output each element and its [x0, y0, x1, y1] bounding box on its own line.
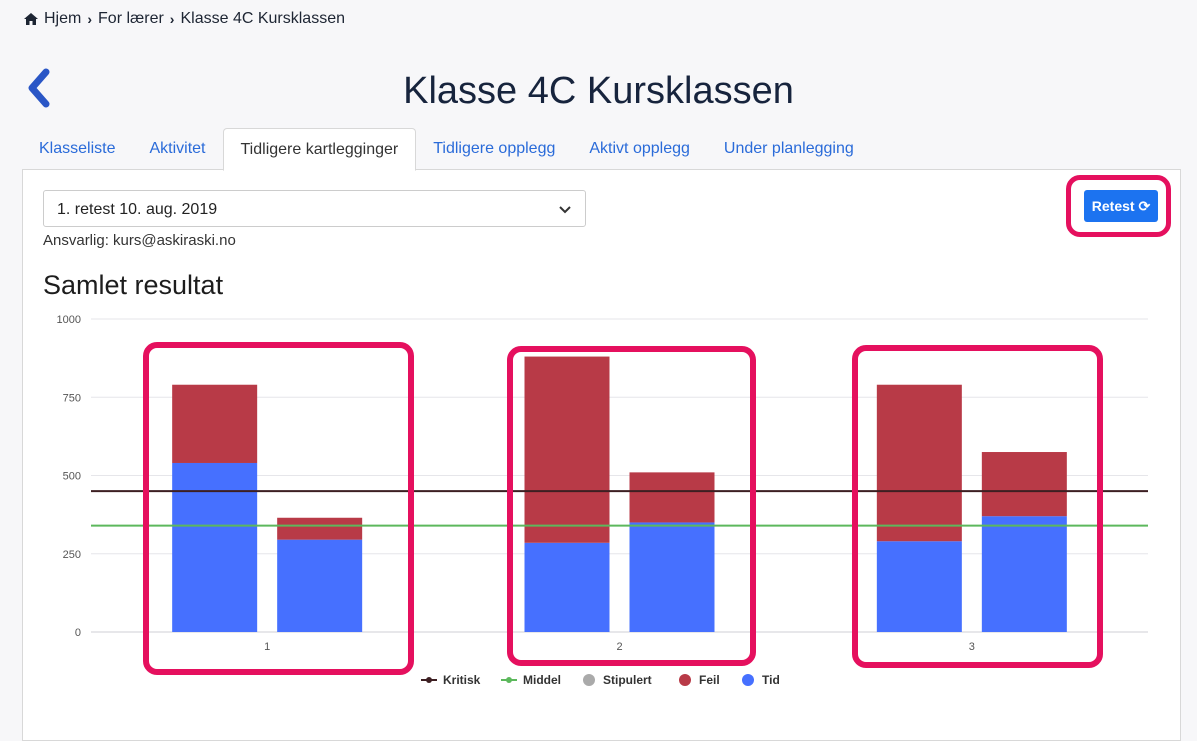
- retest-button[interactable]: Retest ⟳: [1084, 190, 1158, 222]
- assessment-select[interactable]: 1. retest 10. aug. 2019: [43, 190, 586, 227]
- tab-tidligere-opplegg[interactable]: Tidligere opplegg: [433, 140, 556, 157]
- tab-klasseliste[interactable]: Klasseliste: [39, 140, 116, 157]
- breadcrumb-home[interactable]: Hjem: [44, 10, 82, 27]
- chevron-right-icon: ›: [169, 11, 175, 27]
- tab-bar: Klasseliste Aktivitet Tidligere kartlegg…: [22, 128, 871, 171]
- retest-highlight: [1066, 175, 1171, 237]
- assessment-select-value: 1. retest 10. aug. 2019: [57, 201, 218, 218]
- retest-label: Retest: [1091, 198, 1135, 214]
- y-tick-label: 1000: [57, 314, 81, 326]
- refresh-icon: ⟳: [1138, 198, 1151, 214]
- breadcrumb: Hjem › For lærer › Klasse 4C Kursklassen: [24, 10, 345, 28]
- breadcrumb-for-teacher[interactable]: For lærer: [98, 10, 164, 27]
- tab-aktivt-opplegg[interactable]: Aktivt opplegg: [589, 140, 690, 157]
- breadcrumb-class: Klasse 4C Kursklassen: [180, 10, 345, 27]
- legend-dot-marker: [742, 674, 754, 686]
- bar-feil: [172, 384, 258, 463]
- bar-feil: [277, 517, 363, 540]
- page-title: Klasse 4C Kursklassen: [403, 70, 794, 112]
- legend-dot-marker: [426, 677, 432, 683]
- content-panel: 1. retest 10. aug. 2019 Ansvarlig: kurs@…: [22, 169, 1181, 741]
- highlight-group-1: [143, 342, 414, 675]
- legend-label: Middel: [523, 673, 561, 687]
- bar-tid: [981, 516, 1067, 632]
- result-chart: 0 250 500 750 1000 1 2 3 Kritisk Middel Stipulert F…: [57, 314, 1148, 687]
- bar-tid: [277, 539, 363, 632]
- bar-tid: [876, 541, 962, 632]
- bar-feil: [876, 384, 962, 542]
- legend-label: Tid: [762, 673, 780, 687]
- x-tick-label: 2: [616, 641, 622, 653]
- legend-dot-marker: [583, 674, 595, 686]
- y-tick-label: 750: [63, 392, 81, 404]
- legend-label: Stipulert: [603, 673, 652, 687]
- bar-feil: [524, 356, 610, 543]
- bar-tid: [524, 542, 610, 632]
- legend-dot-marker: [679, 674, 691, 686]
- back-arrow-icon[interactable]: [24, 68, 54, 108]
- tab-under-planlegging[interactable]: Under planlegging: [723, 140, 854, 157]
- x-tick-label: 3: [969, 641, 975, 653]
- bar-tid: [629, 522, 715, 632]
- legend-dot-marker: [506, 677, 512, 683]
- highlight-group-2: [507, 346, 756, 666]
- home-icon[interactable]: [24, 13, 38, 25]
- bar-feil: [981, 452, 1067, 517]
- responsible-text: Ansvarlig: kurs@askiraski.no: [43, 232, 236, 249]
- chevron-right-icon: ›: [87, 11, 93, 27]
- bar-feil: [629, 472, 715, 523]
- legend-label: Kritisk: [443, 673, 481, 687]
- y-tick-label: 0: [75, 627, 81, 639]
- highlight-group-3: [852, 345, 1103, 668]
- tab-tidligere-kartlegginger[interactable]: Tidligere kartlegginger: [222, 128, 417, 171]
- section-title: Samlet resultat: [43, 270, 224, 300]
- legend-label: Feil: [699, 673, 720, 687]
- tab-aktivitet[interactable]: Aktivitet: [149, 140, 206, 157]
- chevron-down-icon: [559, 206, 571, 214]
- y-tick-label: 250: [63, 549, 81, 561]
- x-tick-label: 1: [264, 641, 270, 653]
- y-tick-label: 500: [63, 471, 81, 483]
